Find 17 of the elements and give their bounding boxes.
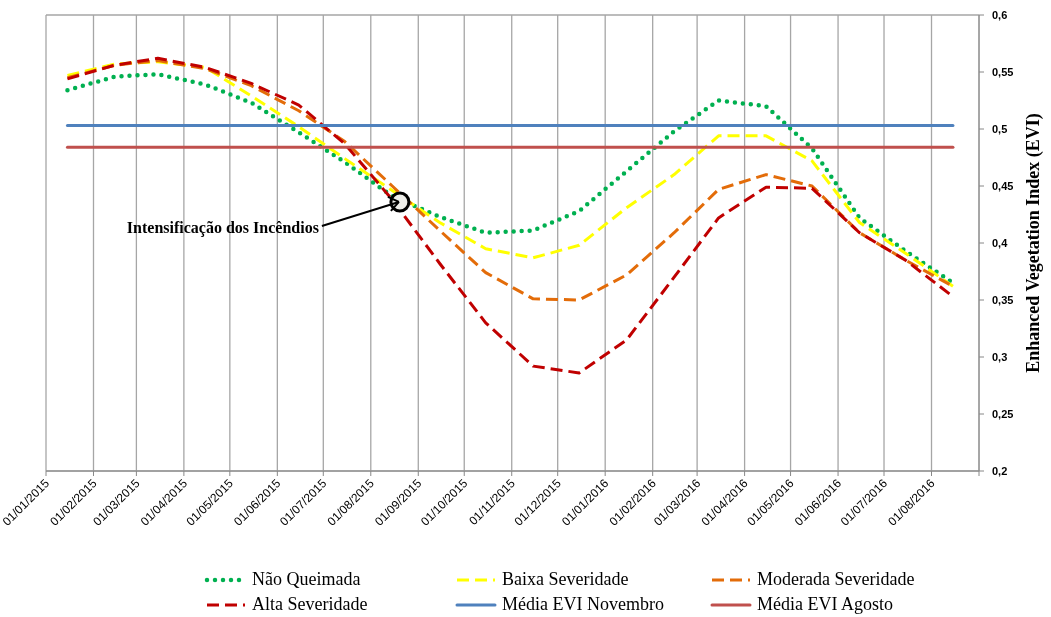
legend-label: Alta Severidade <box>252 594 368 615</box>
y-axis-title: Enhanced Vegetation Index (EVI) <box>1023 113 1044 373</box>
y-tick-label: 0,55 <box>992 66 1014 78</box>
y-tick-label: 0,4 <box>992 237 1009 249</box>
y-tick-label: 0,5 <box>992 123 1008 135</box>
y-tick-label: 0,45 <box>992 180 1014 192</box>
y-tick-label: 0,2 <box>992 465 1008 477</box>
y-tick-label: 0,35 <box>992 294 1014 306</box>
legend-label: Moderada Severidade <box>757 569 915 590</box>
y-tick-label: 0,6 <box>992 9 1008 21</box>
y-tick-label: 0,3 <box>992 351 1008 363</box>
legend-label: Baixa Severidade <box>502 569 629 590</box>
legend-label: Média EVI Agosto <box>757 594 893 615</box>
annotation: Intensificação dos Incêndios <box>126 218 319 237</box>
legend-label: Média EVI Novembro <box>502 594 664 615</box>
legend-label: Não Queimada <box>252 569 361 590</box>
y-tick-label: 0,25 <box>992 408 1014 420</box>
